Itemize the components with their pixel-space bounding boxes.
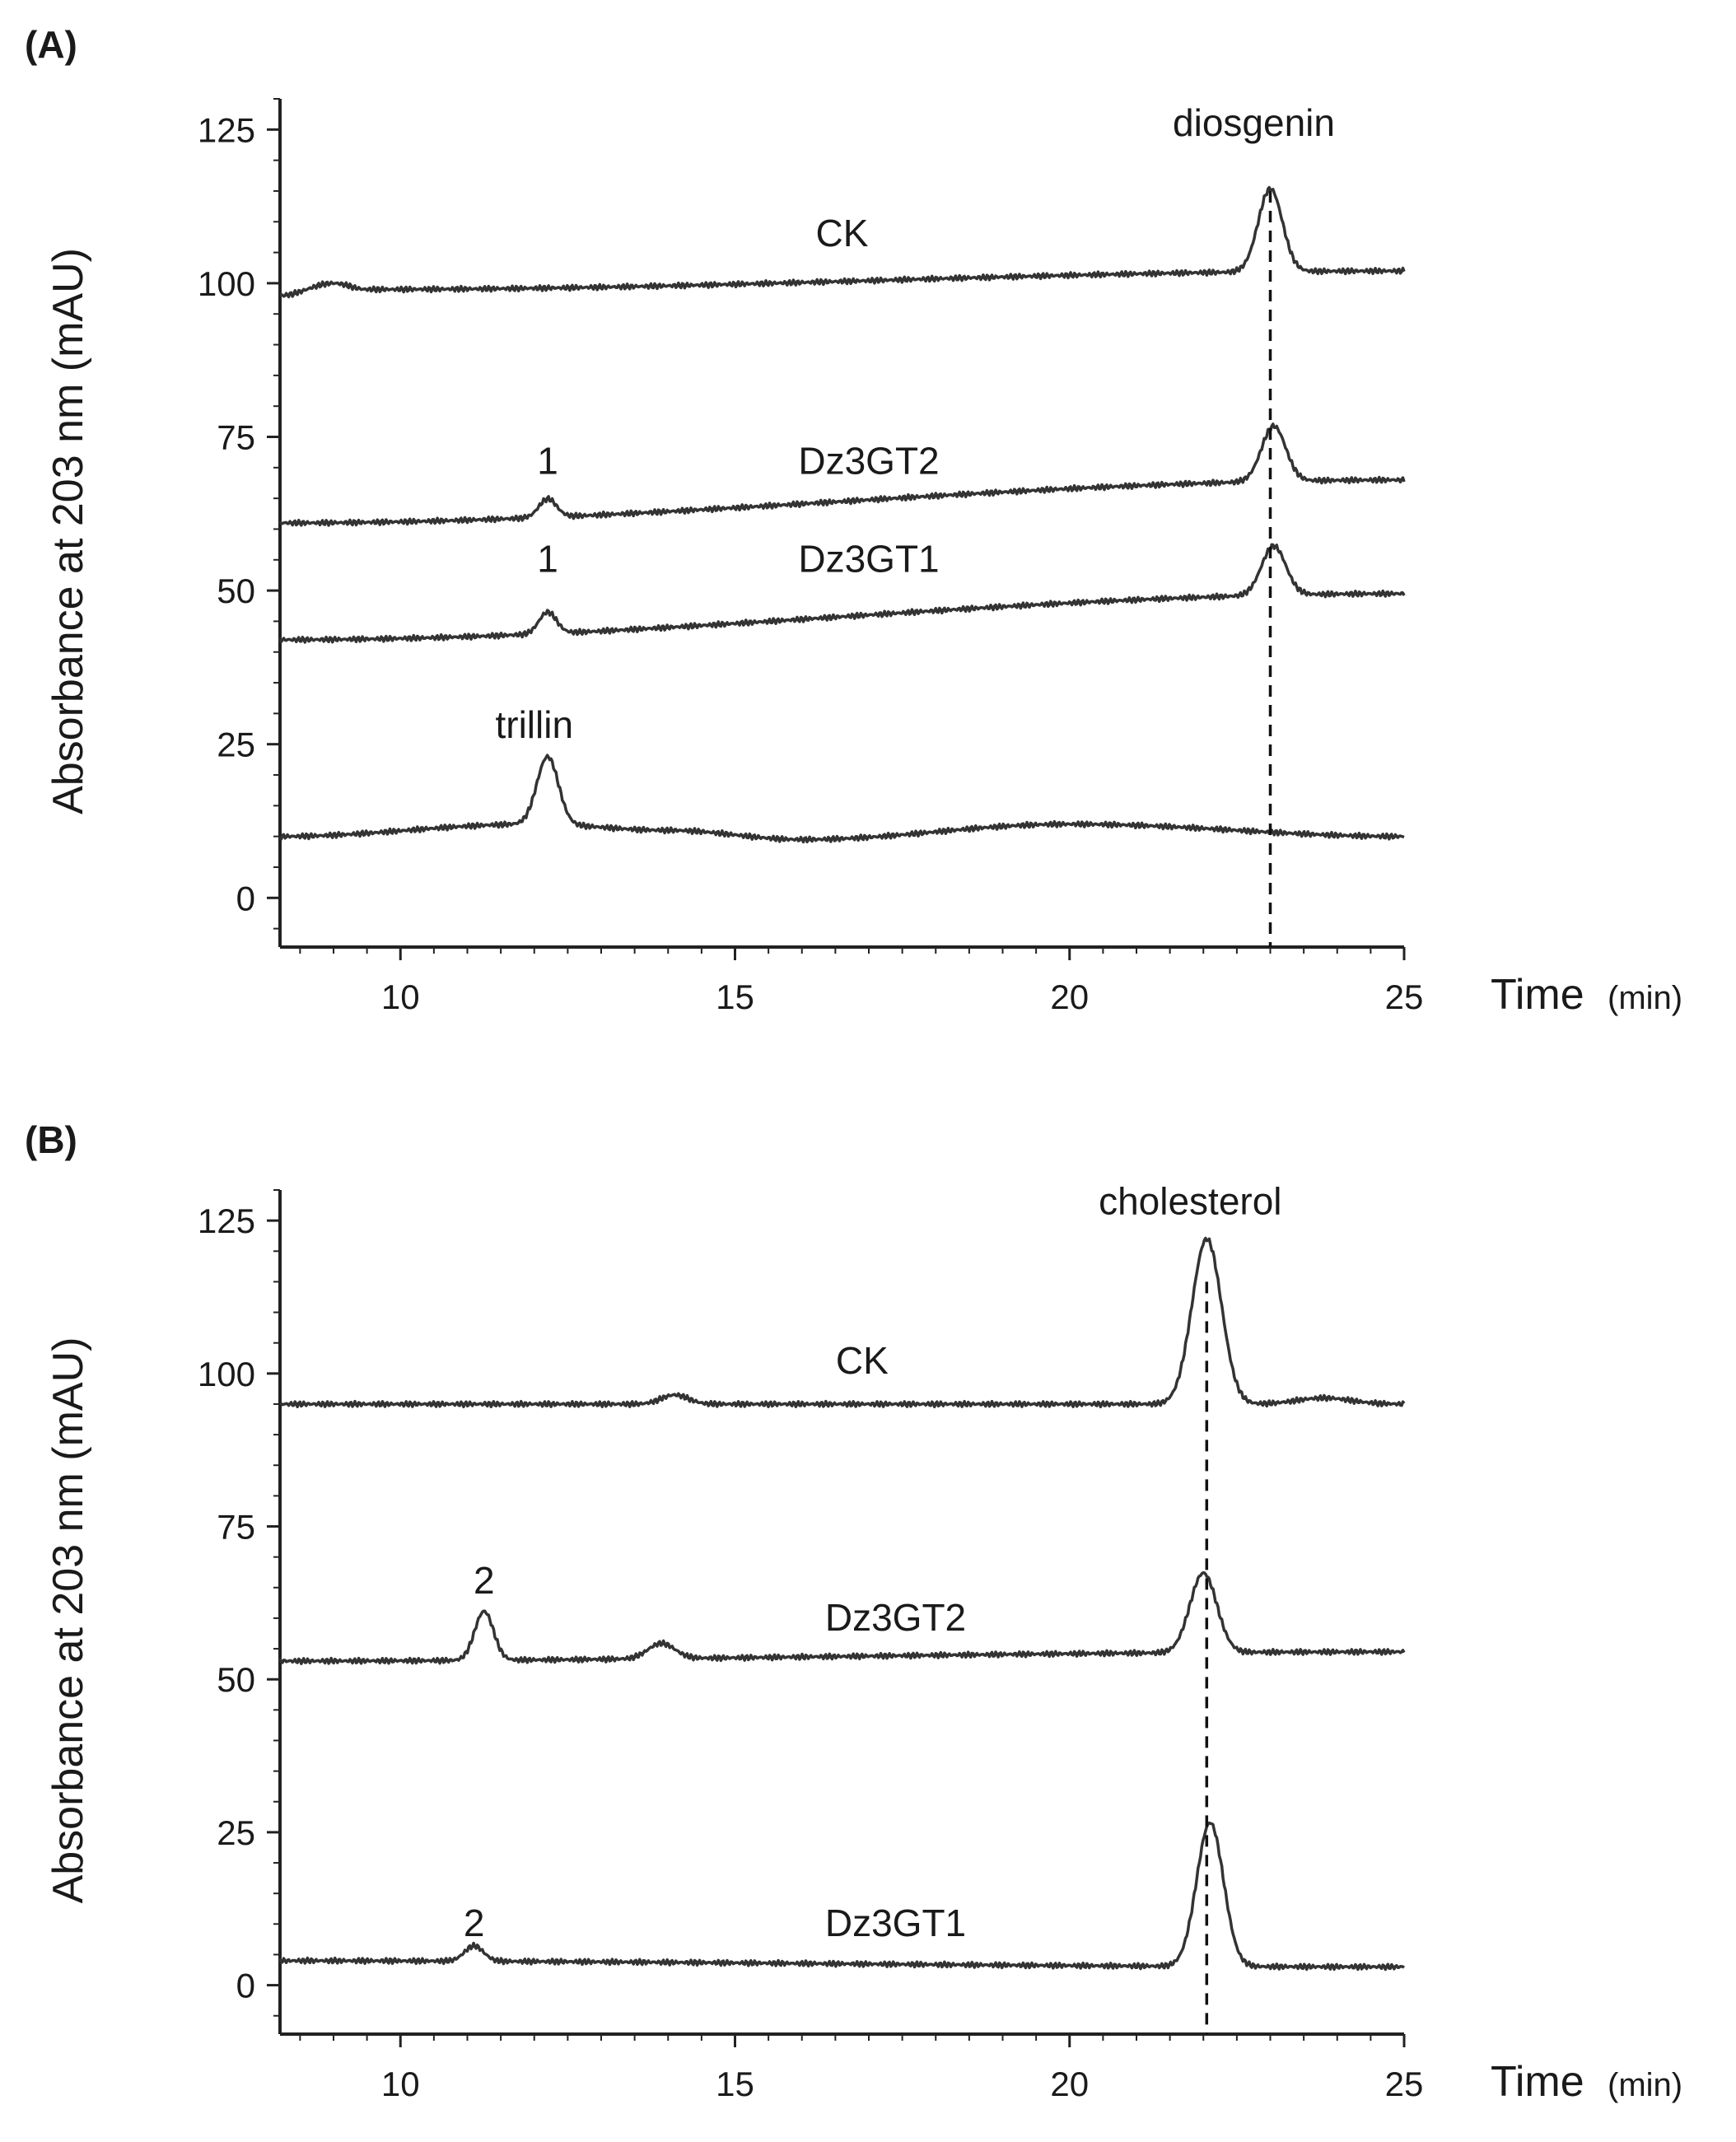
y-tick-label: 50	[217, 572, 255, 610]
trace-label-ck: CK	[816, 212, 869, 254]
x-tick-label: 15	[716, 2065, 754, 2103]
y-tick-label: 50	[217, 1660, 255, 1699]
trace-trillin	[278, 754, 1405, 844]
reference-label: diosgenin	[1173, 101, 1335, 144]
x-axis-label: Time	[1491, 2058, 1584, 2106]
trace-ck	[279, 185, 1406, 299]
x-tick-label: 15	[716, 978, 754, 1016]
trace-label-trillin: trillin	[495, 703, 573, 746]
y-axis-label: Absorbance at 203 nm (mAU)	[44, 248, 92, 814]
trace-label-dz3gt2: Dz3GT2	[825, 1596, 966, 1639]
trace-dz3gt2	[278, 422, 1406, 527]
x-tick-label: 25	[1385, 2065, 1424, 2103]
x-axis-label: Time	[1491, 971, 1584, 1019]
x-axis-unit: (min)	[1608, 2067, 1682, 2103]
y-axis-label: Absorbance at 203 nm (mAU)	[44, 1337, 92, 1904]
x-tick-label: 10	[381, 978, 420, 1016]
trace-dz3gt2	[278, 1571, 1406, 1665]
trace-label-dz3gt1: Dz3GT1	[825, 1902, 966, 1944]
x-tick-label: 20	[1050, 2065, 1089, 2103]
panel-label: (A)	[25, 23, 77, 66]
trace-label-dz3gt2: Dz3GT2	[798, 439, 939, 482]
trace-dz3gt1	[278, 1821, 1406, 1972]
trace-label-ck: CK	[836, 1339, 889, 1382]
y-tick-label: 100	[198, 1355, 255, 1393]
y-tick-label: 75	[217, 418, 255, 457]
panel-b: (B) Absorbance at 203 nm (mAU) 0 25 50 75 100 1…	[25, 1118, 1682, 2106]
y-tick-label: 0	[236, 1967, 255, 2005]
y-tick-label: 100	[198, 264, 255, 303]
x-tick-label: 25	[1385, 978, 1424, 1016]
y-tick-label: 125	[198, 1202, 255, 1240]
panel-a: (A) Absorbance at 203 nm (mAU) 0 25 50 75 100 1…	[25, 23, 1682, 1019]
y-tick-label: 125	[198, 110, 255, 149]
y-tick-label: 75	[217, 1508, 255, 1547]
y-tick-label: 0	[236, 879, 255, 917]
peak-label: 1	[537, 538, 558, 581]
panel-label: (B)	[25, 1118, 77, 1161]
reference-label: cholesterol	[1099, 1180, 1281, 1223]
x-tick-label: 20	[1050, 978, 1089, 1016]
x-tick-label: 10	[381, 2065, 420, 2103]
peak-label: 2	[464, 1902, 485, 1944]
x-axis-unit: (min)	[1608, 980, 1682, 1016]
trace-ck	[279, 1236, 1406, 1409]
peak-label: 1	[537, 439, 558, 482]
trace-label-dz3gt1: Dz3GT1	[798, 538, 939, 581]
y-tick-label: 25	[217, 726, 255, 764]
trace-dz3gt1	[278, 543, 1406, 644]
y-tick-label: 25	[217, 1813, 255, 1852]
peak-label: 2	[474, 1559, 495, 1602]
